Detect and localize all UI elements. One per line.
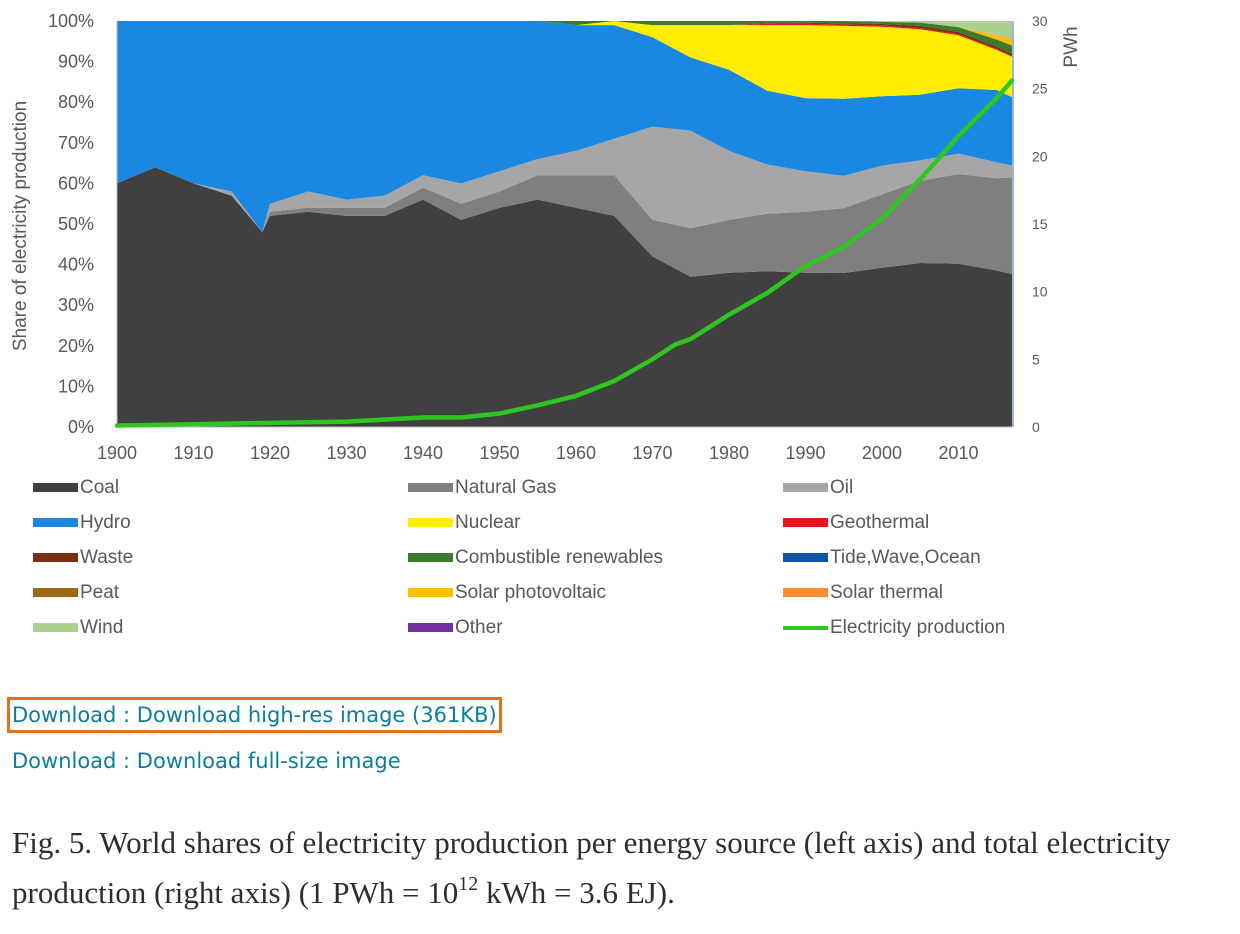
legend-label: Solar thermal: [830, 581, 943, 603]
legend-label: Other: [455, 616, 503, 638]
figure-caption: Fig. 5. World shares of electricity prod…: [12, 818, 1232, 918]
legend-swatch: [783, 588, 828, 597]
y-right-tick-label: 20: [1032, 148, 1048, 164]
x-axis-tick-labels: 1900 1910 1920 1930 1940 1950 1960 1970 1980 1990…: [97, 443, 978, 463]
legend-item-waste: Waste: [33, 540, 133, 575]
area-hydro: [117, 21, 1012, 233]
legend-label: Natural Gas: [455, 476, 557, 498]
x-tick-label: 1990: [785, 443, 825, 463]
x-tick-label: 1920: [250, 443, 290, 463]
legend-swatch: [33, 483, 78, 492]
legend-swatch: [783, 518, 828, 527]
legend-item-combustible-renewables: Combustible renewables: [408, 540, 663, 575]
legend-swatch: [783, 553, 828, 562]
y-tick-label: 100%: [48, 11, 94, 31]
legend-swatch: [33, 553, 78, 562]
y-axis-right-label: PWh: [1061, 26, 1082, 67]
legend-label: Waste: [80, 546, 134, 568]
x-tick-label: 1930: [326, 443, 366, 463]
y-tick-label: 20%: [58, 336, 94, 356]
y-tick-label: 50%: [58, 214, 94, 234]
legend-item-nuclear: Nuclear: [408, 505, 520, 540]
legend-item-oil: Oil: [783, 470, 853, 505]
legend-item-peat: Peat: [33, 575, 119, 610]
y-tick-label: 90%: [58, 52, 94, 72]
area-natural-gas: [117, 167, 1012, 277]
legend-label: Nuclear: [455, 511, 521, 533]
legend-swatch: [783, 625, 828, 630]
y-tick-label: 30%: [58, 295, 94, 315]
legend-item-wind: Wind: [33, 610, 123, 645]
legend-item-hydro: Hydro: [33, 505, 131, 540]
download-high-res-link[interactable]: Download : Download high-res image (361K…: [7, 697, 502, 733]
x-tick-label: 1950: [479, 443, 519, 463]
y-tick-label: 60%: [58, 173, 94, 193]
y-axis-right-tick-labels: 0 5 10 15 20 25 30: [1032, 13, 1048, 435]
x-tick-label: 1960: [556, 443, 596, 463]
stacked-areas: [117, 21, 1012, 427]
y-right-tick-label: 30: [1032, 13, 1048, 29]
chart-axes: [116, 21, 1014, 428]
legend-label: Wind: [80, 616, 124, 638]
y-right-tick-label: 25: [1032, 81, 1048, 97]
legend-item-natural-gas: Natural Gas: [408, 470, 556, 505]
chart-legend: Coal Natural Gas Oil Hydro Nuclear Geothermal…: [0, 470, 1240, 645]
line-electricity-production: [114, 78, 1015, 428]
y-tick-label: 70%: [58, 133, 94, 153]
y-tick-label: 0%: [68, 417, 94, 437]
legend-swatch: [408, 553, 453, 562]
legend-item-coal: Coal: [33, 470, 119, 505]
legend-swatch: [33, 518, 78, 527]
y-tick-label: 10%: [58, 376, 94, 396]
y-right-tick-label: 10: [1032, 284, 1048, 300]
legend-swatch: [408, 623, 453, 632]
y-axis-left-label: Share of electricity production: [10, 101, 31, 351]
y-right-tick-label: 15: [1032, 216, 1048, 232]
legend-label: Peat: [80, 581, 120, 603]
caption-text: Fig. 5. World shares of electricity prod…: [12, 825, 1171, 910]
electricity-production-line-group: [114, 78, 1015, 428]
legend-label: Oil: [830, 476, 854, 498]
legend-item-solar-thermal: Solar thermal: [783, 575, 943, 610]
legend-label: Hydro: [80, 511, 131, 533]
caption-text-end: kWh = 3.6 EJ).: [478, 875, 675, 910]
legend-label: Combustible renewables: [455, 546, 664, 568]
legend-swatch: [33, 623, 78, 632]
area-wind: [117, 21, 1012, 40]
legend-swatch: [408, 588, 453, 597]
legend-label: Geothermal: [830, 511, 930, 533]
area-coal: [117, 167, 1012, 427]
download-full-size-link[interactable]: Download : Download full-size image: [12, 749, 401, 773]
x-tick-label: 1940: [403, 443, 443, 463]
x-tick-label: 1900: [97, 443, 137, 463]
x-tick-label: 1980: [709, 443, 749, 463]
legend-label: Tide,Wave,Ocean: [830, 546, 981, 568]
y-tick-label: 80%: [58, 92, 94, 112]
y-right-tick-label: 0: [1032, 419, 1040, 435]
area-oil: [117, 126, 1012, 233]
legend-label: Electricity production: [830, 616, 1006, 638]
legend-swatch: [783, 483, 828, 492]
legend-label: Solar photovoltaic: [455, 581, 607, 603]
area-combustible-renewables: [117, 21, 1012, 54]
x-tick-label: 1970: [632, 443, 672, 463]
legend-swatch: [408, 483, 453, 492]
electricity-share-chart: 1900 1910 1920 1930 1940 1950 1960 1970 1980 1990…: [10, 11, 1082, 463]
area-nuclear: [117, 21, 1012, 99]
legend-label: Coal: [80, 476, 120, 498]
legend-item-tide-wave-ocean: Tide,Wave,Ocean: [783, 540, 981, 575]
y-right-tick-label: 5: [1032, 351, 1040, 367]
x-tick-label: 2010: [938, 443, 978, 463]
legend-item-other: Other: [408, 610, 503, 645]
x-tick-label: 1910: [173, 443, 213, 463]
y-axis-left-tick-labels: 0% 10% 20% 30% 40% 50% 60% 70% 80% 90% 100%: [48, 11, 94, 437]
x-tick-label: 2000: [862, 443, 902, 463]
legend-item-solar-photovoltaic: Solar photovoltaic: [408, 575, 606, 610]
legend-item-geothermal: Geothermal: [783, 505, 929, 540]
y-tick-label: 40%: [58, 255, 94, 275]
legend-item-electricity-production: Electricity production: [783, 610, 1005, 645]
legend-swatch: [408, 518, 453, 527]
legend-swatch: [33, 588, 78, 597]
caption-superscript: 12: [458, 873, 479, 895]
